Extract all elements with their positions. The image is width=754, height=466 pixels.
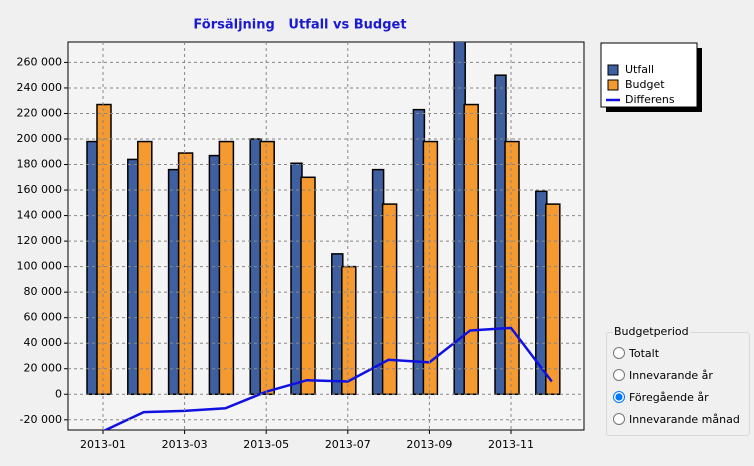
radio[interactable] (613, 391, 625, 403)
radio-option[interactable]: Innevarande månad (613, 408, 749, 430)
bar (177, 152, 194, 396)
y-tick-label: 0 (55, 387, 62, 400)
y-tick-label: 60 000 (24, 311, 63, 324)
y-tick-label: 200 000 (17, 132, 63, 145)
x-tick-label: 2013-09 (406, 438, 452, 451)
x-tick-label: 2013-11 (488, 438, 534, 451)
y-tick-label: 20 000 (24, 362, 63, 375)
x-tick-label: 2013-03 (162, 438, 208, 451)
bar (137, 140, 153, 396)
radio-option[interactable]: Innevarande år (613, 364, 749, 386)
radio-label: Totalt (629, 346, 660, 360)
legend-swatch (607, 79, 619, 91)
bar (300, 176, 316, 396)
x-tick-label: 2013-07 (325, 438, 371, 451)
radio[interactable] (613, 413, 625, 425)
x-tick-label: 2013-01 (80, 438, 126, 451)
x-tick-label: 2013-05 (243, 438, 289, 451)
radio[interactable] (613, 369, 625, 381)
y-tick-label: 220 000 (17, 106, 63, 119)
line (102, 326, 553, 430)
bar (341, 265, 357, 396)
group-title: Budgetperiod (613, 325, 690, 338)
chart-title: Försäljning Utfall vs Budget (193, 18, 406, 33)
y-tick-label: 260 000 (17, 55, 63, 68)
legend-label: Budget (625, 78, 665, 91)
bar (96, 103, 112, 396)
radio-option[interactable]: Totalt (613, 342, 749, 364)
legend-swatch (607, 64, 619, 76)
radio-label: Innevarande månad (629, 412, 740, 426)
budget-period-group: Budgetperiod Totalt Innevarande år Föregåe… (606, 325, 750, 436)
bar (381, 203, 398, 396)
y-tick-label: 180 000 (17, 158, 63, 171)
y-tick-label: -20 000 (20, 413, 62, 426)
y-tick-label: 120 000 (17, 234, 63, 247)
bar (218, 140, 235, 396)
y-tick-label: 100 000 (17, 260, 63, 273)
radio-option[interactable]: Föregående år (613, 386, 749, 408)
y-tick-label: 140 000 (17, 209, 63, 222)
legend-label: Utfall (625, 63, 654, 76)
radio[interactable] (613, 347, 625, 359)
y-tick-label: 40 000 (24, 336, 63, 349)
y-tick-label: 240 000 (17, 81, 63, 94)
bar (545, 203, 561, 396)
legend-label: Differens (625, 93, 675, 106)
y-tick-label: 80 000 (24, 285, 63, 298)
radio-label: Föregående år (629, 390, 709, 404)
bar (463, 103, 479, 396)
radio-label: Innevarande år (629, 368, 713, 382)
bar (504, 140, 520, 396)
y-tick-label: 160 000 (17, 183, 63, 196)
bar (259, 140, 275, 396)
